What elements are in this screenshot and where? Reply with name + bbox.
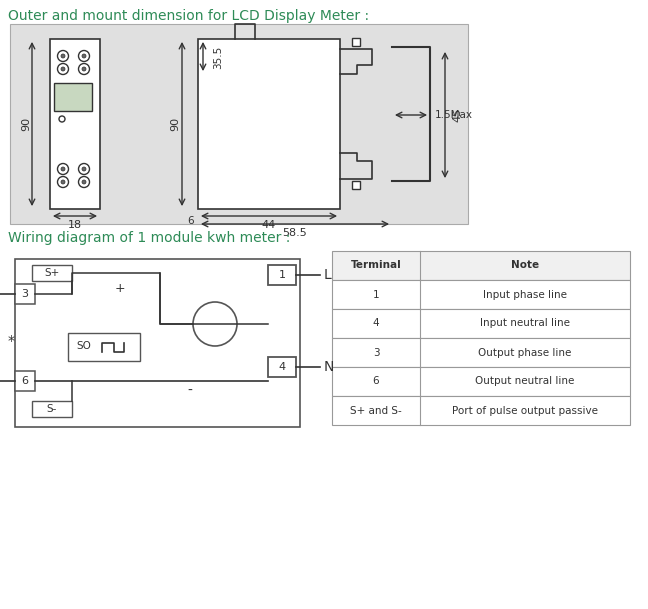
Text: 45: 45	[452, 108, 462, 122]
Circle shape	[78, 63, 89, 74]
Text: 18: 18	[68, 220, 82, 230]
Circle shape	[58, 63, 69, 74]
Text: 4: 4	[373, 319, 379, 328]
Text: 4: 4	[279, 362, 286, 372]
Text: -: -	[187, 384, 192, 398]
Bar	[10, 24, 468, 224]
Text: 90: 90	[170, 117, 180, 131]
Circle shape	[59, 116, 65, 122]
Text: 1: 1	[279, 270, 286, 280]
Circle shape	[58, 163, 69, 175]
Circle shape	[61, 54, 65, 58]
Bar	[332, 338, 630, 367]
Bar	[15, 259, 300, 427]
Bar	[352, 38, 360, 46]
Text: S+: S+	[44, 268, 60, 278]
Text: Input phase line: Input phase line	[483, 289, 567, 300]
Circle shape	[193, 302, 237, 346]
Circle shape	[61, 180, 65, 184]
Bar	[15, 371, 35, 391]
Text: 6: 6	[373, 376, 379, 387]
Bar	[332, 280, 630, 309]
Bar	[268, 265, 296, 285]
Text: 58.5: 58.5	[283, 228, 307, 238]
Bar	[68, 333, 140, 361]
Bar	[54, 83, 92, 111]
Circle shape	[61, 67, 65, 71]
Text: Outer and mount dimension for LCD Display Meter :: Outer and mount dimension for LCD Displa…	[8, 9, 369, 23]
Bar	[32, 265, 72, 281]
Circle shape	[78, 177, 89, 188]
Text: 1: 1	[373, 289, 379, 300]
Text: 1.5Max: 1.5Max	[435, 110, 473, 120]
Text: SO: SO	[76, 341, 91, 351]
Bar	[32, 401, 72, 417]
Circle shape	[58, 51, 69, 62]
Circle shape	[78, 51, 89, 62]
Text: 44: 44	[262, 220, 276, 230]
Text: Input neutral line: Input neutral line	[480, 319, 570, 328]
Text: *: *	[8, 334, 15, 348]
Bar	[332, 309, 630, 338]
Bar	[352, 181, 360, 189]
Text: 90: 90	[21, 117, 31, 131]
Text: S-: S-	[47, 404, 57, 414]
Text: L: L	[324, 268, 332, 282]
Circle shape	[82, 180, 86, 184]
Circle shape	[58, 177, 69, 188]
Bar	[198, 39, 340, 209]
Text: 3: 3	[21, 289, 29, 299]
Text: 6: 6	[187, 216, 194, 226]
Text: 35.5: 35.5	[213, 46, 223, 69]
Circle shape	[82, 54, 86, 58]
Text: 3: 3	[373, 348, 379, 357]
Text: 6: 6	[21, 376, 29, 386]
Bar	[332, 251, 630, 280]
Circle shape	[82, 167, 86, 171]
Bar	[332, 396, 630, 425]
Circle shape	[61, 167, 65, 171]
Text: Port of pulse output passive: Port of pulse output passive	[452, 406, 598, 415]
Text: Output neutral line: Output neutral line	[476, 376, 575, 387]
Bar	[15, 284, 35, 304]
Text: S+ and S-: S+ and S-	[350, 406, 402, 415]
Bar	[268, 357, 296, 377]
Text: +: +	[115, 283, 125, 295]
Circle shape	[82, 67, 86, 71]
Bar	[332, 367, 630, 396]
Text: N: N	[324, 360, 334, 374]
Text: Terminal: Terminal	[351, 261, 401, 270]
Text: Note: Note	[511, 261, 539, 270]
Circle shape	[78, 163, 89, 175]
Text: Output phase line: Output phase line	[478, 348, 572, 357]
Bar	[50, 39, 100, 209]
Text: Wiring diagram of 1 module kwh meter :: Wiring diagram of 1 module kwh meter :	[8, 231, 290, 245]
